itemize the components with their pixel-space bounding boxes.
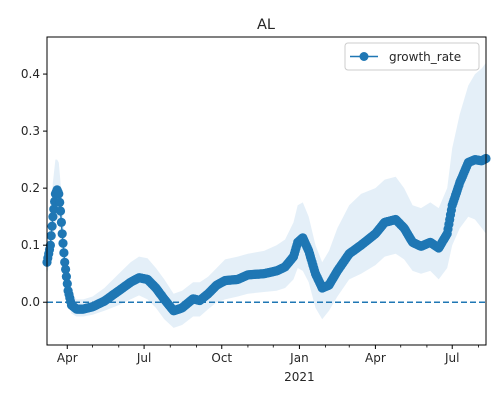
data-point (54, 189, 64, 199)
axes-frame (46, 36, 487, 346)
data-point (56, 217, 66, 227)
x-tick-label: Jul (444, 351, 459, 365)
data-point (62, 279, 72, 289)
legend-label: growth_rate (389, 50, 461, 64)
data-point (46, 231, 56, 241)
x-tick-label: Jul (136, 351, 151, 365)
chart-title: AL (257, 17, 275, 33)
data-point (55, 206, 66, 216)
x-tick-sublabel: 2021 (284, 370, 315, 384)
y-tick-label: 0.0 (21, 295, 40, 309)
x-tick-label: Apr (57, 351, 78, 365)
data-point (59, 248, 69, 258)
plot-area: 0.0 0.1 0.2 0.3 0.4 Apr Jul Oct Jan 2021 Apr Jul (21, 36, 491, 384)
legend-marker-swatch (359, 52, 369, 61)
data-point (47, 221, 57, 231)
data-point (58, 238, 68, 248)
y-tick-label: 0.4 (21, 67, 40, 81)
data-point (61, 272, 71, 282)
data-point (61, 264, 71, 274)
data-point (48, 212, 58, 222)
data-point (45, 240, 56, 250)
y-tick-label: 0.2 (21, 181, 40, 195)
y-tick-label: 0.3 (21, 124, 40, 138)
data-point (55, 197, 65, 207)
data-point (60, 257, 70, 267)
data-point (57, 229, 67, 239)
uncertainty-band (47, 62, 486, 328)
x-tick-label: Jan (289, 351, 309, 365)
x-tick-label: Oct (211, 351, 232, 365)
legend: growth_rate (344, 42, 480, 71)
legend-box (344, 42, 480, 71)
y-tick-label: 0.1 (21, 238, 40, 252)
x-tick-label: Apr (365, 351, 386, 365)
